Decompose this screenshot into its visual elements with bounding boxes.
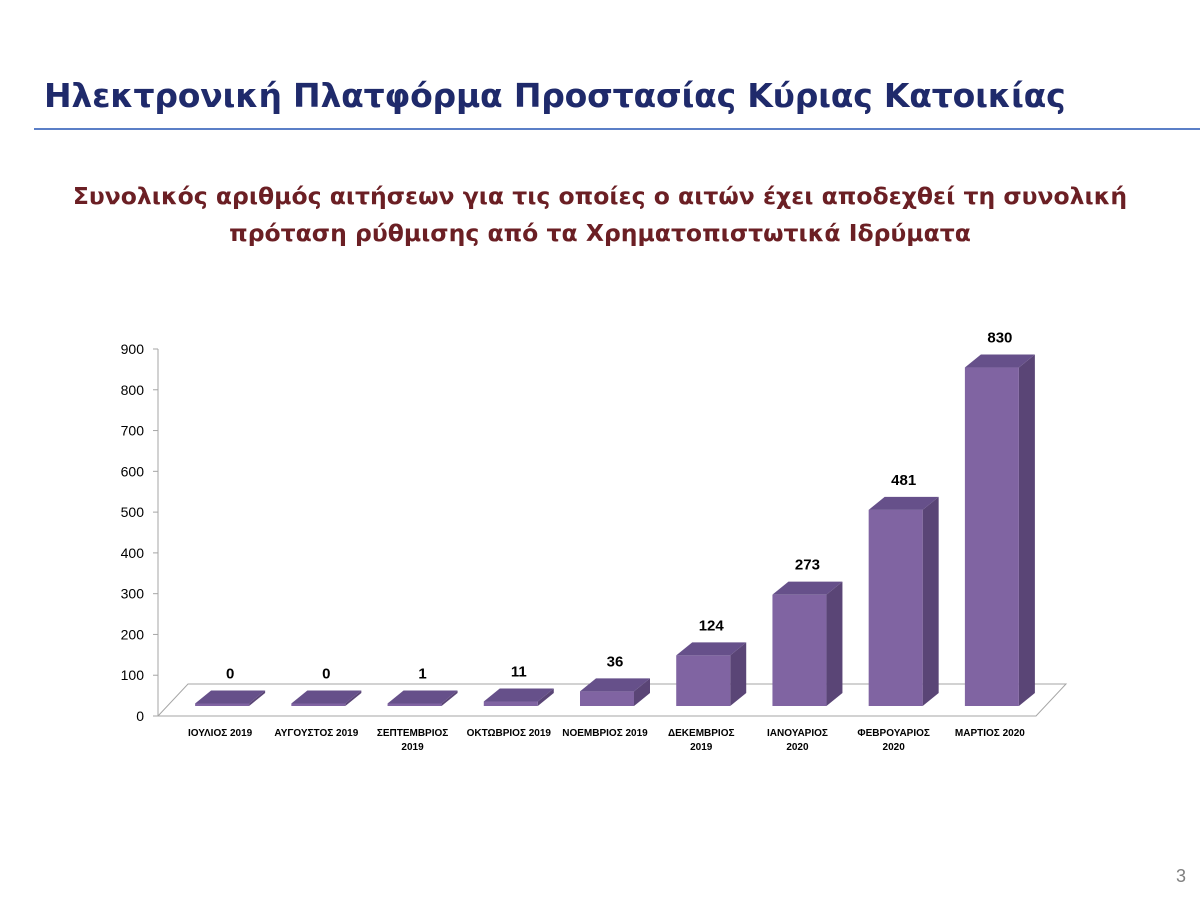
data-label: 11 <box>511 664 527 681</box>
data-label: 481 <box>891 472 916 489</box>
y-tick-label: 700 <box>121 423 145 439</box>
x-tick-label: ΣΕΠΤΕΜΒΡΙΟΣ <box>377 728 448 739</box>
x-tick-label: ΦΕΒΡΟΥΑΡΙΟΣ <box>857 728 929 739</box>
bar-side <box>1018 354 1035 706</box>
x-tick-label: ΔΕΚΕΜΒΡΙΟΣ <box>668 728 735 739</box>
chart-title-line-1: Συνολικός αριθμός αιτήσεων για τις οποίε… <box>72 182 1128 210</box>
bar-top <box>387 690 458 704</box>
bar-top <box>580 678 650 692</box>
bar-top <box>676 642 747 656</box>
bar-side <box>537 688 554 706</box>
data-label: 0 <box>226 666 234 683</box>
bar-top <box>195 690 266 704</box>
data-label: 124 <box>699 617 725 634</box>
x-tick-label: ΝΟΕΜΒΡΙΟΣ 2019 <box>562 728 648 739</box>
data-label: 1 <box>418 666 426 683</box>
x-tick-label: ΑΥΓΟΥΣΤΟΣ 2019 <box>274 728 358 739</box>
data-label: 273 <box>795 557 820 574</box>
bar <box>964 367 1019 706</box>
data-label: 0 <box>322 666 330 683</box>
bar-side <box>826 581 843 706</box>
y-tick-label: 100 <box>121 667 145 683</box>
chart-title: Συνολικός αριθμός αιτήσεων για τις οποίε… <box>40 178 1160 252</box>
bar-side <box>634 678 650 706</box>
bar-top <box>772 581 843 595</box>
chart-floor <box>156 683 1068 717</box>
bar-side <box>730 642 747 706</box>
bar-side <box>441 690 458 706</box>
bar-side <box>345 690 362 706</box>
bar <box>676 655 731 706</box>
x-tick-label: 2020 <box>786 742 809 753</box>
x-tick-label: ΜΑΡΤΙΟΣ 2020 <box>955 728 1025 739</box>
bar <box>772 594 827 706</box>
bar <box>195 703 250 706</box>
y-tick-label: 400 <box>121 545 145 561</box>
bar <box>483 701 538 706</box>
x-tick-label: ΙΟΥΛΙΟΣ 2019 <box>188 728 253 739</box>
bar-top <box>964 354 1035 368</box>
bar <box>387 703 442 706</box>
data-label: 36 <box>607 653 624 670</box>
y-tick-label: 200 <box>121 626 145 642</box>
y-tick-label: 900 <box>121 341 145 357</box>
data-label: 830 <box>987 330 1012 347</box>
y-tick-label: 0 <box>136 708 144 724</box>
chart-title-line-2: πρόταση ρύθμισης από τα Χρηματοπιστωτικά… <box>229 219 971 247</box>
y-tick-label: 600 <box>121 463 145 479</box>
y-tick-label: 800 <box>121 382 145 398</box>
bar <box>580 691 634 706</box>
bar <box>291 703 346 706</box>
bar-side <box>249 690 266 706</box>
x-tick-label: 2019 <box>690 742 713 753</box>
bar-side <box>922 496 939 706</box>
y-tick-label: 300 <box>121 586 145 602</box>
y-tick-label: 500 <box>121 504 145 520</box>
page-number: 3 <box>1175 866 1186 886</box>
bar-top <box>868 496 939 510</box>
bar-top <box>483 688 554 702</box>
bar-top <box>291 690 362 704</box>
x-tick-label: ΟΚΤΩΒΡΙΟΣ 2019 <box>467 728 552 739</box>
title-divider <box>34 128 1200 130</box>
x-tick-label: ΙΑΝΟΥΑΡΙΟΣ <box>767 728 828 739</box>
x-tick-label: 2019 <box>401 742 424 753</box>
slide-title: Ηλεκτρονική Πλατφόρμα Προστασίας Κύριας … <box>44 76 1066 115</box>
x-tick-label: 2020 <box>883 742 906 753</box>
bar <box>868 509 923 706</box>
